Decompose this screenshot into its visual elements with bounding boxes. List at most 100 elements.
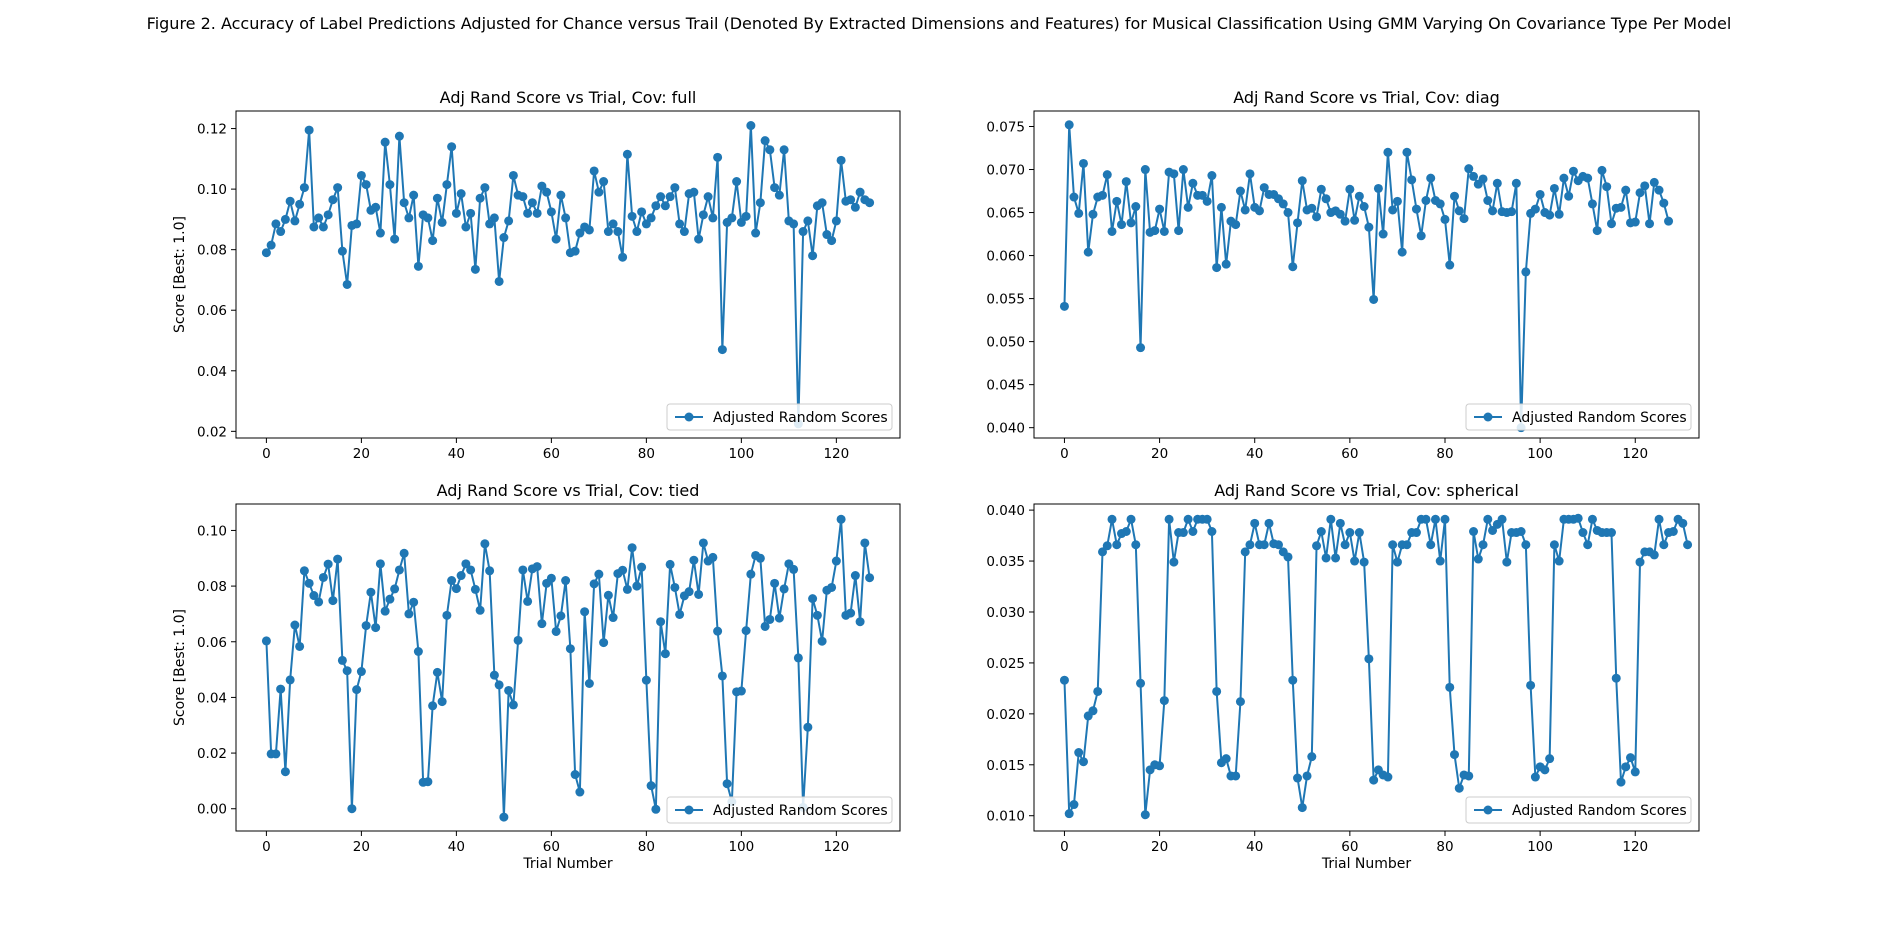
data-point: [1102, 541, 1112, 551]
data-point: [850, 202, 860, 212]
data-point: [1478, 174, 1488, 184]
data-point: [271, 749, 281, 759]
y-tick-label: 0.075: [986, 119, 1025, 135]
data-point: [409, 190, 419, 200]
data-point: [1178, 528, 1188, 538]
data-point: [1392, 557, 1402, 567]
data-point: [352, 685, 362, 695]
data-point: [1435, 556, 1445, 566]
data-point: [261, 248, 271, 258]
data-point: [1088, 706, 1098, 716]
data-point: [1626, 753, 1636, 763]
data-point: [1231, 771, 1241, 781]
data-point: [504, 685, 514, 695]
data-point: [337, 246, 347, 256]
data-point: [1278, 199, 1288, 209]
data-point: [1307, 203, 1317, 213]
y-tick-label: 0.020: [986, 707, 1025, 723]
data-point: [1202, 514, 1212, 524]
data-point: [741, 626, 751, 636]
data-point: [1545, 210, 1555, 220]
data-point: [1450, 750, 1460, 760]
data-point: [1107, 226, 1117, 236]
data-point: [1183, 202, 1193, 212]
x-tick-label: 20: [1151, 839, 1168, 855]
axes-frame: [1033, 503, 1700, 832]
data-point: [1369, 775, 1379, 785]
data-point: [789, 564, 799, 574]
data-point: [290, 620, 300, 630]
axes-frame: [235, 503, 901, 832]
data-point: [637, 207, 647, 217]
data-point: [1445, 682, 1455, 692]
data-point: [741, 211, 751, 221]
data-point: [276, 684, 286, 694]
data-point: [371, 623, 381, 633]
data-point: [314, 597, 324, 607]
data-point: [561, 576, 571, 586]
data-point: [1340, 216, 1350, 226]
data-point: [285, 196, 295, 206]
data-point: [323, 210, 333, 220]
data-point: [508, 170, 518, 180]
data-point: [746, 569, 756, 579]
data-point: [1621, 762, 1631, 772]
data-point: [746, 121, 756, 131]
x-tick-label: 20: [1151, 446, 1168, 462]
data-point: [717, 345, 727, 355]
data-point: [1131, 540, 1141, 550]
data-point: [280, 767, 290, 777]
y-tick-label: 0.02: [197, 746, 227, 762]
data-point: [1664, 216, 1674, 226]
x-tick-label: 60: [1341, 446, 1358, 462]
data-point: [1212, 686, 1222, 696]
data-point: [399, 198, 409, 208]
data-point: [755, 553, 765, 563]
data-point: [1606, 219, 1616, 229]
data-point: [1102, 170, 1112, 180]
data-point: [708, 552, 718, 562]
x-tick-label: 80: [638, 446, 655, 462]
data-point: [1421, 514, 1431, 524]
data-point: [480, 539, 490, 549]
legend-marker: [1483, 412, 1493, 422]
y-tick-label: 0.065: [986, 206, 1025, 222]
data-point: [608, 219, 618, 229]
data-point: [1464, 164, 1474, 174]
data-point: [1421, 195, 1431, 205]
data-point: [366, 587, 376, 597]
data-point: [1107, 514, 1117, 524]
data-point: [390, 584, 400, 594]
data-point: [755, 198, 765, 208]
x-tick-label: 100: [728, 839, 754, 855]
data-point: [1397, 247, 1407, 257]
data-point: [546, 573, 556, 583]
data-point: [466, 208, 476, 218]
data-point: [670, 582, 680, 592]
data-point: [1074, 748, 1084, 758]
data-point: [717, 671, 727, 681]
data-point: [1207, 171, 1217, 181]
data-point: [1583, 173, 1593, 183]
legend-box: [1465, 403, 1692, 431]
data-point: [1426, 173, 1436, 183]
data-point: [1535, 189, 1545, 199]
data-point: [1259, 183, 1269, 193]
data-point: [494, 680, 504, 690]
data-point: [1283, 208, 1293, 218]
data-point: [295, 199, 305, 209]
data-point: [537, 619, 547, 629]
data-point: [1335, 518, 1345, 528]
data-point: [266, 240, 276, 250]
data-point: [390, 234, 400, 244]
data-point: [1112, 540, 1122, 550]
data-point: [428, 701, 438, 711]
data-point: [1488, 525, 1498, 535]
x-tick-label: 60: [1341, 839, 1358, 855]
data-point: [1297, 803, 1307, 813]
data-point: [594, 187, 604, 197]
data-point: [1549, 183, 1559, 193]
y-tick-label: 0.010: [986, 809, 1025, 825]
